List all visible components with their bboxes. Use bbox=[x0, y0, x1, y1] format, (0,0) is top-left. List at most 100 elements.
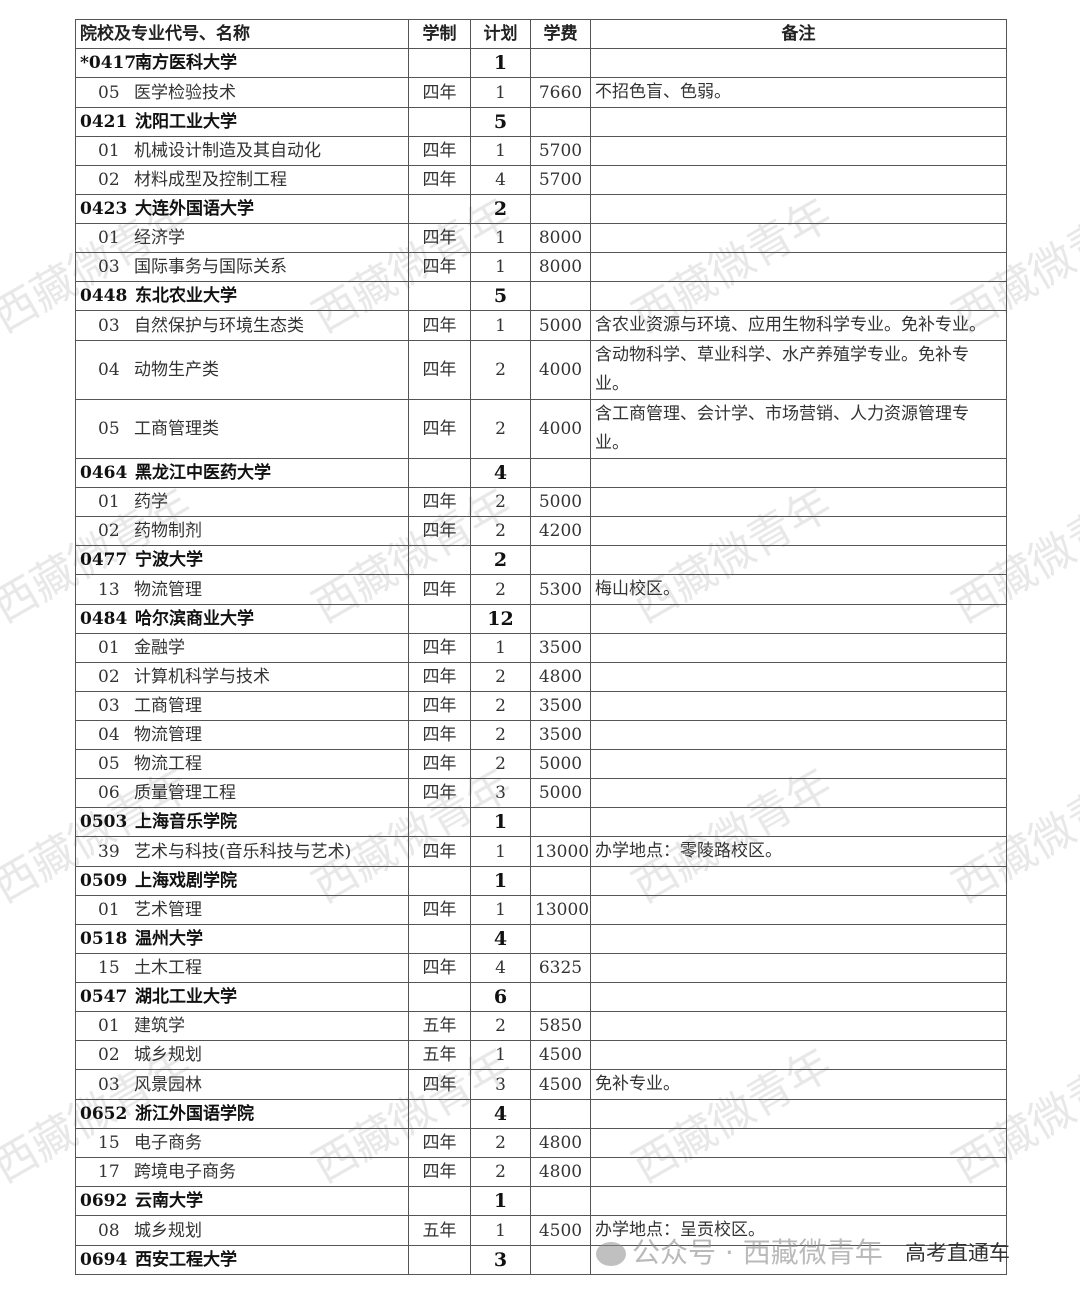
fee-cell: 5000 bbox=[530, 778, 591, 808]
note-cell bbox=[590, 545, 1007, 575]
name-cell: 0692 云南大学 bbox=[75, 1186, 409, 1216]
plan-cell: 1 bbox=[470, 252, 531, 282]
duration-cell: 四年 bbox=[408, 516, 471, 546]
duration-cell bbox=[408, 866, 471, 896]
duration-cell bbox=[408, 604, 471, 634]
name-cell: 01 建筑学 bbox=[75, 1011, 409, 1041]
duration-cell: 四年 bbox=[408, 399, 471, 459]
fee-cell bbox=[530, 48, 591, 78]
school-row: 0547 湖北工业大学 6 bbox=[75, 982, 1007, 1012]
fee-cell: 4800 bbox=[530, 662, 591, 692]
fee-cell: 4500 bbox=[530, 1040, 591, 1070]
major-row: 05 医学检验技术 四年 1 7660 不招色盲、色弱。 bbox=[75, 77, 1007, 108]
name: 计算机科学与技术 bbox=[134, 667, 270, 687]
name: 物流管理 bbox=[134, 725, 202, 745]
major-row: 01 药学 四年 2 5000 bbox=[75, 487, 1007, 517]
note-cell bbox=[590, 749, 1007, 779]
plan-cell: 1 bbox=[470, 836, 531, 867]
note-cell: 含动物科学、草业科学、水产养殖学专业。免补专业。 bbox=[590, 340, 1007, 400]
fee-cell: 4200 bbox=[530, 516, 591, 546]
major-row: 03 工商管理 四年 2 3500 bbox=[75, 691, 1007, 721]
plan-cell: 3 bbox=[470, 1245, 531, 1275]
code: 17 bbox=[98, 1162, 120, 1182]
note-cell bbox=[590, 458, 1007, 488]
plan-cell: 6 bbox=[470, 982, 531, 1012]
name: 西安工程大学 bbox=[135, 1250, 237, 1270]
major-row: 01 建筑学 五年 2 5850 bbox=[75, 1011, 1007, 1041]
note-cell bbox=[590, 691, 1007, 721]
duration-cell: 四年 bbox=[408, 340, 471, 400]
plan-cell: 4 bbox=[470, 165, 531, 195]
note-cell bbox=[590, 604, 1007, 634]
code: 05 bbox=[98, 82, 120, 103]
fee-cell bbox=[530, 924, 591, 954]
duration-cell: 四年 bbox=[408, 136, 471, 166]
fee-cell bbox=[530, 1099, 591, 1129]
fee-cell bbox=[530, 604, 591, 634]
header-name: 院校及专业代号、名称 bbox=[75, 19, 409, 49]
name-cell: 01 药学 bbox=[75, 487, 409, 517]
duration-cell bbox=[408, 107, 471, 137]
plan-cell: 2 bbox=[470, 662, 531, 692]
fee-cell: 6325 bbox=[530, 953, 591, 983]
plan-cell: 4 bbox=[470, 1099, 531, 1129]
name-cell: 02 药物制剂 bbox=[75, 516, 409, 546]
code: 0448 bbox=[80, 286, 128, 306]
name-cell: 04 物流管理 bbox=[75, 720, 409, 750]
note-cell bbox=[590, 107, 1007, 137]
fee-cell bbox=[530, 982, 591, 1012]
plan-cell: 1 bbox=[470, 633, 531, 663]
plan-cell: 1 bbox=[470, 1040, 531, 1070]
note-cell: 办学地点：零陵路校区。 bbox=[590, 836, 1007, 867]
plan-cell: 1 bbox=[470, 48, 531, 78]
name-cell: 08 城乡规划 bbox=[75, 1215, 409, 1246]
name: 云南大学 bbox=[135, 1191, 203, 1211]
name-cell: 01 经济学 bbox=[75, 223, 409, 253]
major-row: 15 电子商务 四年 2 4800 bbox=[75, 1128, 1007, 1158]
name: 国际事务与国际关系 bbox=[134, 257, 287, 277]
note-cell bbox=[590, 807, 1007, 837]
major-row: 04 物流管理 四年 2 3500 bbox=[75, 720, 1007, 750]
note-cell bbox=[590, 895, 1007, 925]
name-cell: 06 质量管理工程 bbox=[75, 778, 409, 808]
plan-cell: 1 bbox=[470, 807, 531, 837]
note-cell bbox=[590, 1245, 1007, 1275]
duration-cell bbox=[408, 982, 471, 1012]
note-cell bbox=[590, 281, 1007, 311]
plan-cell: 5 bbox=[470, 107, 531, 137]
fee-cell bbox=[530, 458, 591, 488]
plan-cell: 2 bbox=[470, 749, 531, 779]
fee-cell: 5700 bbox=[530, 165, 591, 195]
plan-cell: 1 bbox=[470, 136, 531, 166]
note-cell bbox=[590, 165, 1007, 195]
name-cell: 0503 上海音乐学院 bbox=[75, 807, 409, 837]
major-row: 15 土木工程 四年 4 6325 bbox=[75, 953, 1007, 983]
fee-cell: 4800 bbox=[530, 1128, 591, 1158]
name: 自然保护与环境生态类 bbox=[134, 315, 304, 336]
school-row: 0652 浙江外国语学院 4 bbox=[75, 1099, 1007, 1129]
code: 04 bbox=[98, 725, 120, 745]
duration-cell bbox=[408, 1186, 471, 1216]
name-cell: 0464 黑龙江中医药大学 bbox=[75, 458, 409, 488]
plan-cell: 2 bbox=[470, 720, 531, 750]
name-cell: 17 跨境电子商务 bbox=[75, 1157, 409, 1187]
major-row: 13 物流管理 四年 2 5300 梅山校区。 bbox=[75, 574, 1007, 605]
note-cell: 免补专业。 bbox=[590, 1069, 1007, 1100]
fee-cell: 4800 bbox=[530, 1157, 591, 1187]
duration-cell: 四年 bbox=[408, 1157, 471, 1187]
name-cell: 05 工商管理类 bbox=[75, 399, 409, 459]
note-cell bbox=[590, 1099, 1007, 1129]
header-plan: 计划 bbox=[470, 19, 531, 49]
code: 15 bbox=[98, 958, 120, 978]
major-row: 03 风景园林 四年 3 4500 免补专业。 bbox=[75, 1069, 1007, 1100]
plan-cell: 2 bbox=[470, 1128, 531, 1158]
name: 东北农业大学 bbox=[135, 286, 237, 306]
school-row: 0518 温州大学 4 bbox=[75, 924, 1007, 954]
code: 02 bbox=[98, 1045, 120, 1065]
wechat-icon bbox=[596, 1242, 626, 1266]
duration-cell bbox=[408, 281, 471, 311]
note-cell bbox=[590, 48, 1007, 78]
name-cell: 03 风景园林 bbox=[75, 1069, 409, 1100]
code: 02 bbox=[98, 521, 120, 541]
note-cell bbox=[590, 633, 1007, 663]
